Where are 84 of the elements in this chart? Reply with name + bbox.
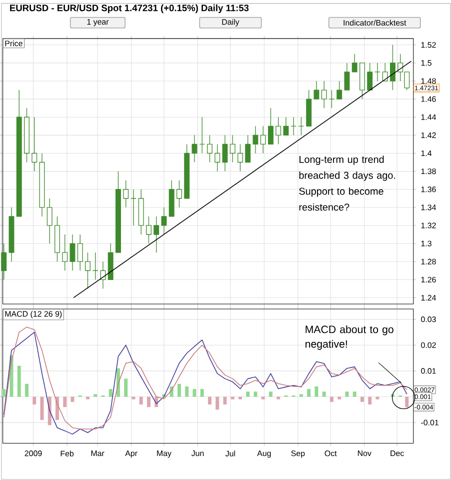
candlestick (321, 80, 327, 108)
candlestick (46, 198, 52, 244)
bar (40, 396, 44, 420)
candlestick (192, 134, 198, 163)
bar (63, 396, 67, 408)
candlestick (32, 116, 38, 172)
candlestick (352, 54, 358, 72)
bar (108, 389, 112, 397)
candlestick (77, 234, 83, 271)
bar (216, 396, 220, 410)
candlestick (344, 62, 350, 90)
bar (314, 386, 318, 397)
bar (17, 366, 21, 397)
candlestick (252, 126, 258, 154)
bar (139, 396, 143, 404)
bar (368, 396, 372, 404)
candlestick (70, 234, 76, 271)
candlestick (276, 116, 281, 145)
bar (276, 396, 280, 400)
bar (94, 394, 98, 397)
candlestick (382, 62, 388, 82)
bar (405, 396, 409, 408)
bar (345, 392, 349, 397)
candlestick (130, 189, 136, 226)
bar (254, 392, 258, 397)
bar (268, 392, 272, 397)
bar (86, 396, 90, 400)
candlestick (336, 80, 342, 100)
bar (230, 396, 234, 400)
candlestick (230, 134, 236, 163)
bar (177, 384, 181, 397)
bar (330, 396, 334, 402)
candlestick (268, 108, 274, 145)
bar (2, 389, 6, 397)
candlestick (146, 216, 152, 244)
bar (338, 396, 341, 400)
bar (223, 396, 227, 404)
candlestick (245, 134, 250, 163)
bar (238, 396, 242, 400)
candlestick (1, 243, 7, 280)
candlestick (92, 252, 98, 280)
candlestick (290, 116, 296, 136)
candlestick (161, 207, 167, 235)
bar (246, 392, 250, 397)
bar (352, 392, 356, 397)
annotation: MACD about to go negative! (305, 325, 394, 350)
candlestick (314, 80, 320, 100)
bar (360, 396, 364, 402)
bar (299, 394, 303, 397)
bar (132, 396, 136, 400)
candlestick (283, 116, 289, 136)
bar (208, 396, 212, 404)
candlestick (260, 126, 266, 154)
bar (70, 396, 74, 402)
candlestick (298, 116, 304, 136)
candlestick (390, 44, 396, 90)
bar (322, 392, 326, 397)
bar (24, 384, 28, 397)
bar (261, 396, 265, 400)
candlestick (374, 62, 380, 82)
bar (32, 396, 36, 404)
chart-title: EURUSD - EUR/USD Spot 1.47231 (+0.15%) Daily 11:53 (10, 4, 249, 14)
bar (376, 396, 380, 400)
candlestick (214, 144, 220, 172)
bar (124, 378, 128, 397)
candlestick (176, 180, 182, 208)
bar (48, 396, 52, 426)
bar (200, 389, 204, 397)
bar (55, 396, 59, 420)
annotation: Long-term up trend breached 3 days ago. Support to become resistence? (299, 156, 395, 211)
candlestick (123, 180, 129, 208)
candlestick (62, 234, 68, 271)
bar (307, 389, 310, 397)
candlestick (367, 62, 372, 90)
bar (192, 389, 196, 397)
candlestick (328, 90, 334, 108)
candlestick (222, 134, 228, 172)
candlestick (84, 252, 90, 290)
bar (185, 386, 189, 397)
candlestick (237, 144, 243, 172)
candlestick (154, 216, 160, 253)
candlestick (199, 116, 205, 154)
candlestick (206, 134, 212, 163)
bar (146, 396, 150, 408)
